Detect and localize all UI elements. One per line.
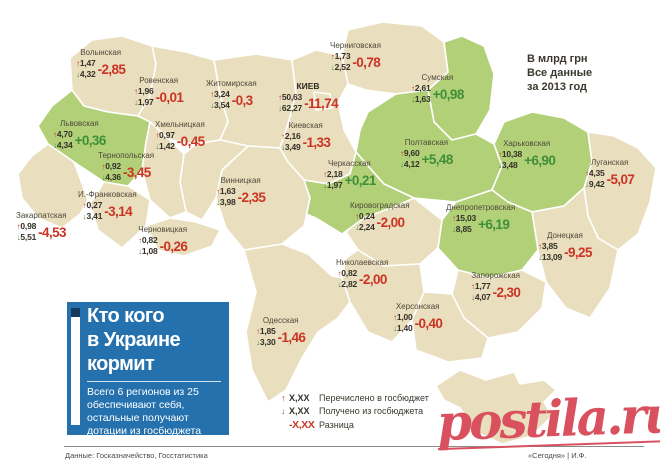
title-line: в Украине (87, 329, 181, 351)
units-note: В млрд грн Все данные за 2013 год (527, 52, 592, 94)
region-shape-zakarpattia (17, 143, 89, 229)
down-arrow-icon: ↓ (281, 406, 286, 416)
region-shape-zhytomyr (213, 53, 297, 149)
title-box: Кто кого в Украине кормит Всего 6 регион… (67, 302, 229, 437)
title-subtitle: Всего 6 регионов из 25 обеспечивают себя… (87, 386, 202, 437)
title-accent-square (71, 308, 80, 317)
title-line: Кто кого (87, 305, 165, 327)
legend-label: Разница (319, 420, 354, 430)
region-shape-kherson (411, 291, 489, 363)
legend-value: -X,XX (289, 419, 315, 431)
region-shape-odesa (243, 243, 351, 403)
legend-value: X,XX (289, 406, 310, 416)
region-shape-kyiv-city (313, 91, 333, 111)
legend-item-received: ↓ X,XX Получено из госбюджета (281, 406, 429, 416)
region-shape-donetsk (531, 187, 619, 319)
region-shape-chernivtsi (145, 217, 221, 257)
region-shape-mykolaiv (341, 249, 425, 343)
units-note-line: Все данные (527, 67, 593, 79)
data-source-text: Данные: Госказначейство, Госстатистика (65, 451, 208, 460)
up-arrow-icon: ↑ (281, 393, 286, 403)
legend-label: Получено из госбюджета (319, 406, 424, 416)
region-shape-lviv (37, 89, 151, 187)
units-note-line: за 2013 год (527, 81, 588, 93)
footer-divider (64, 446, 644, 447)
title-line: кормит (87, 353, 155, 375)
legend-item-paid: ↑ X,XX Перечислено в госбюджет (281, 393, 429, 403)
units-note-line: В млрд грн (527, 53, 588, 65)
credit-text: «Сегодня» | И.Ф. (528, 451, 587, 460)
watermark: postila.ru (436, 385, 660, 452)
page-title: Кто кого в Украине кормит (87, 304, 221, 376)
region-shape-chernihiv (341, 21, 449, 95)
title-separator (87, 381, 221, 382)
legend-item-difference: -X,XX Разница (281, 419, 429, 431)
title-accent-bar (71, 308, 80, 425)
legend-value: X,XX (289, 393, 310, 403)
legend: ↑ X,XX Перечислено в госбюджет ↓ X,XX По… (281, 393, 429, 434)
region-shape-crimea (435, 369, 557, 445)
legend-label: Перечислено в госбюджет (319, 393, 429, 403)
region-shape-ivano-frankivsk (89, 181, 151, 249)
region-shape-luhansk (583, 131, 657, 251)
